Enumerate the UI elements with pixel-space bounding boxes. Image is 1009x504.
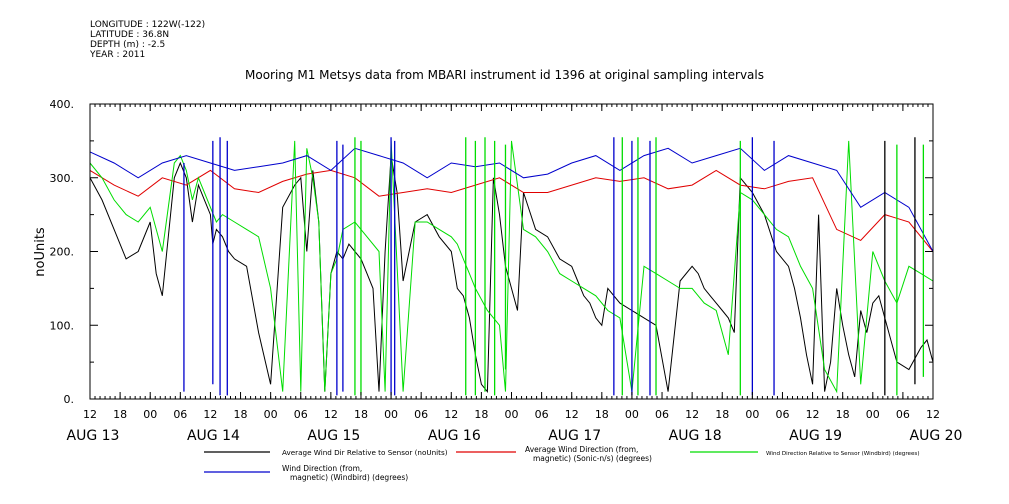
y-axis-label: noUnits [33,227,48,277]
x-tick-label: 06 [896,408,910,421]
x-day-label: AUG 18 [669,428,722,444]
x-tick-label: 12 [806,408,820,421]
x-tick-label: 00 [505,408,519,421]
metadata-block: LONGITUDE : 122W(-122) LATITUDE : 36.8N … [90,20,205,60]
x-tick-label: 12 [926,408,940,421]
plot-data-layer [89,137,934,396]
x-tick-label: 12 [685,408,699,421]
legend-label: magnetic) (Sonic-n/s) (degrees) [533,454,652,463]
chart-title: Mooring M1 Metsys data from MBARI instru… [245,68,764,82]
x-day-label: AUG 15 [307,428,360,444]
legend-label: magnetic) (Windbird) (degrees) [290,473,408,482]
x-day-label: AUG 17 [548,428,601,444]
legend-label: Average Wind Direction (from, [525,445,638,454]
y-tick-label: 400. [50,98,75,111]
x-tick-label: 18 [474,408,488,421]
x-tick-label: 18 [113,408,127,421]
x-tick-label: 06 [173,408,187,421]
axes-layer: 0. 100. 200. 300. 400. 12 18 00 06 12 18 00 06 12 18 00… [50,98,963,444]
x-tick-label: 06 [414,408,428,421]
x-tick-label: 06 [294,408,308,421]
y-tick-label: 300. [50,172,75,185]
x-tick-label: 18 [234,408,248,421]
legend-label: Average Wind Dir Relative to Sensor (noU… [282,448,448,457]
x-day-label: AUG 16 [428,428,481,444]
y-tick-label: 0. [64,393,75,406]
x-tick-label: 00 [625,408,639,421]
x-tick-label: 18 [595,408,609,421]
x-tick-label: 12 [324,408,338,421]
x-tick-label: 12 [83,408,97,421]
year-text: YEAR : 2011 [90,50,146,60]
x-tick-label: 00 [745,408,759,421]
series-line-1 [89,169,934,252]
legend: Average Wind Dir Relative to Sensor (noU… [204,445,920,482]
depth-text: DEPTH (m) : -2.5 [90,40,166,50]
x-tick-label: 18 [836,408,850,421]
x-tick-label: 12 [565,408,579,421]
legend-label: Wind Direction (from, [282,464,362,473]
latitude-text: LATITUDE : 36.8N [90,30,170,40]
x-tick-label: 00 [384,408,398,421]
longitude-text: LONGITUDE : 122W(-122) [90,20,206,30]
x-tick-label: 12 [444,408,458,421]
y-tick-label: 100. [50,319,75,332]
y-tick-label: 200. [50,246,75,259]
x-tick-label: 18 [354,408,368,421]
x-tick-label: 18 [715,408,729,421]
x-tick-label: 06 [655,408,669,421]
x-tick-label: 00 [866,408,880,421]
legend-label: Wind Direction Relative to Sensor (Windb… [766,451,920,457]
series-line-0 [89,155,934,393]
x-day-label: AUG 20 [910,428,963,444]
series-line-3 [89,147,934,252]
x-tick-label: 00 [264,408,278,421]
x-tick-label: 00 [143,408,157,421]
x-tick-label: 06 [535,408,549,421]
x-day-label: AUG 14 [187,428,240,444]
x-tick-label: 06 [775,408,789,421]
x-day-label: AUG 19 [789,428,842,444]
x-day-label: AUG 13 [67,428,120,444]
x-tick-label: 12 [203,408,217,421]
